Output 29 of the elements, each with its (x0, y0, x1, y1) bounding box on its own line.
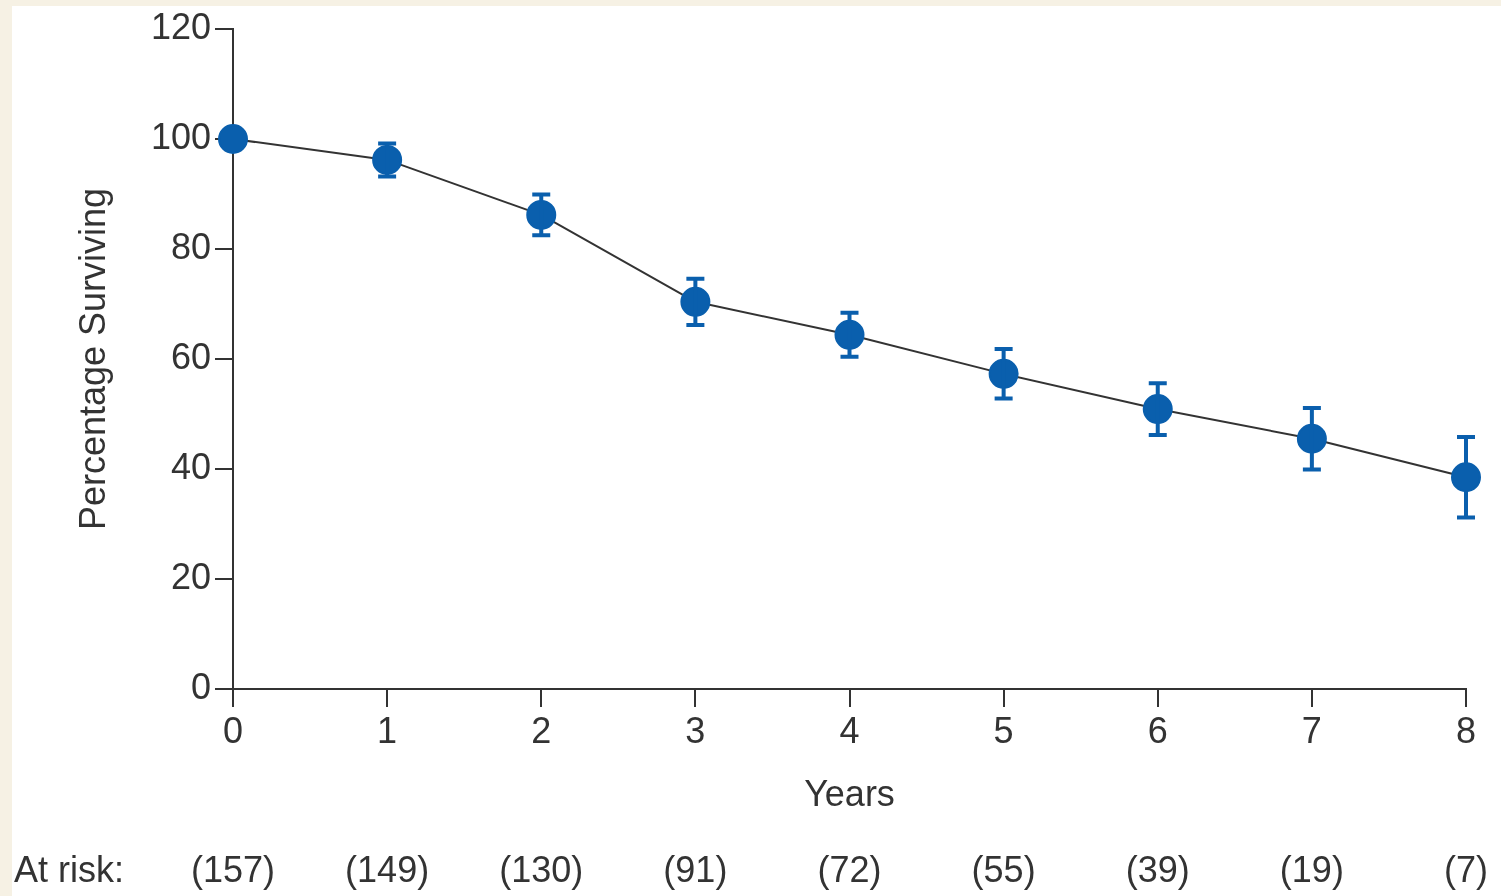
text: (149) (345, 848, 430, 890)
text: (39) (1125, 848, 1190, 890)
text: (130) (499, 848, 584, 890)
x-tick-label: 2 (531, 709, 552, 751)
y-tick-label: 100 (150, 115, 211, 157)
text: At risk: (14, 848, 125, 890)
y-tick-label: 0 (190, 665, 211, 707)
y-axis-title: Percentage Surviving (71, 187, 113, 531)
x-tick-label: 3 (685, 709, 706, 751)
y-tick-label: 120 (150, 5, 211, 47)
x-tick-label: 5 (993, 709, 1014, 751)
y-tick-label: 60 (170, 335, 211, 377)
x-tick-label: 6 (1147, 709, 1168, 751)
x-tick-label: 0 (222, 709, 244, 751)
y-tick-label: 80 (170, 225, 211, 267)
text: (157) (190, 848, 276, 890)
x-tick-label: 8 (1455, 709, 1477, 751)
y-tick-label: 20 (170, 555, 211, 597)
text: (19) (1279, 848, 1344, 890)
text: (91) (663, 848, 728, 890)
y-tick-label: 40 (170, 445, 211, 487)
point (218, 124, 248, 154)
text: (7) (1444, 848, 1488, 890)
text: (55) (971, 848, 1036, 890)
text: (72) (817, 848, 882, 890)
x-tick-label: 1 (377, 709, 398, 751)
x-axis-title: Years (804, 772, 895, 814)
x-tick-label: 7 (1301, 709, 1322, 751)
x-tick-label: 4 (839, 709, 860, 751)
